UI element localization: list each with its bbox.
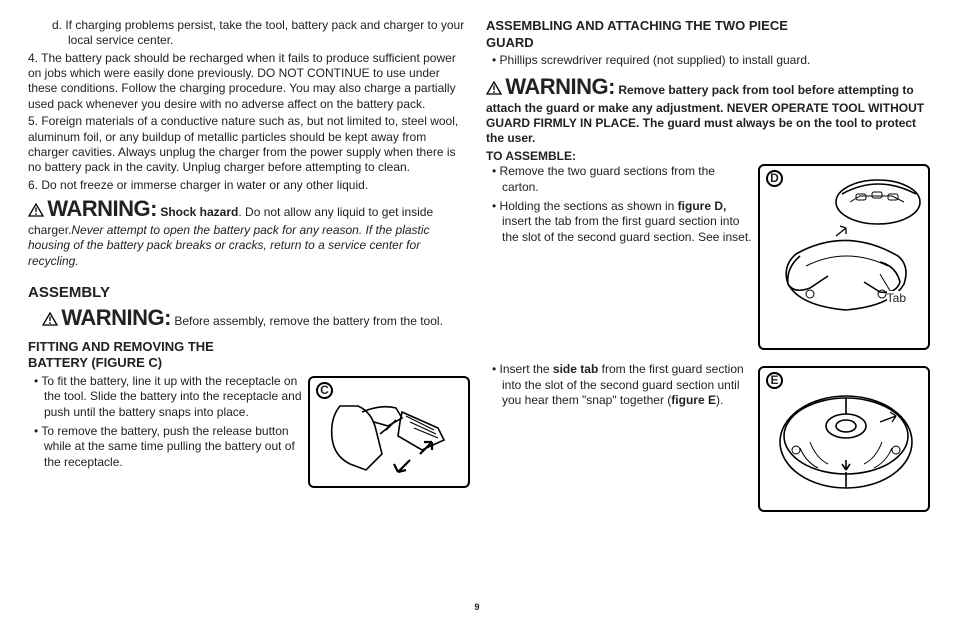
- guard-req-bullet: Phillips screwdriver required (not suppl…: [486, 53, 930, 68]
- asm-b2-post: insert the tab from the first guard sect…: [502, 214, 752, 243]
- warning-word: WARNING:: [47, 196, 157, 221]
- page-number: 9: [474, 602, 479, 614]
- to-assemble-heading: TO ASSEMBLE:: [486, 149, 930, 164]
- asm-b3-post: ).: [716, 393, 723, 407]
- asm-b2-pre: Holding the sections as shown in: [500, 199, 678, 213]
- assembly-heading: ASSEMBLY: [28, 283, 470, 302]
- figure-c-illustration: [310, 378, 472, 490]
- asm-b2-bold: figure D,: [678, 199, 727, 213]
- item-d: d. If charging problems persist, take th…: [28, 18, 470, 49]
- figure-d-illustration: [760, 166, 932, 352]
- para-4: 4. The battery pack should be recharged …: [28, 51, 470, 112]
- figure-e-wrap: E: [758, 366, 930, 512]
- assemble-bullet-1: Remove the two guard sections from the c…: [486, 164, 752, 195]
- warning-shock: WARNING: Shock hazard. Do not allow any …: [28, 195, 470, 269]
- guard-heading-l1: ASSEMBLING AND ATTACHING THE TWO PIECE: [486, 18, 788, 33]
- fitting-heading: FITTING AND REMOVING THE BATTERY (FIGURE…: [28, 339, 470, 372]
- guard-heading-l2: GUARD: [486, 35, 534, 50]
- fitting-heading-l1: FITTING AND REMOVING THE: [28, 339, 214, 354]
- guard-req-list: Phillips screwdriver required (not suppl…: [486, 53, 930, 68]
- figure-d: D: [758, 164, 930, 350]
- warning-shock-bold: Shock hazard: [157, 205, 238, 219]
- figure-c: C: [308, 376, 470, 488]
- warning-triangle-icon: [486, 81, 502, 95]
- assemble-bullet-2: Holding the sections as shown in figure …: [486, 199, 752, 245]
- assemble-bullet-3: Insert the side tab from the first guard…: [486, 362, 752, 408]
- figure-e-illustration: [760, 368, 932, 514]
- warning-assembly: WARNING: Before assembly, remove the bat…: [28, 304, 470, 332]
- fitting-heading-l2: BATTERY (FIGURE C): [28, 355, 162, 370]
- figure-c-label: C: [316, 382, 333, 399]
- warning-triangle-icon: [28, 203, 44, 217]
- warning-guard: WARNING: Remove battery pack from tool b…: [486, 73, 930, 147]
- warning-word: WARNING:: [505, 74, 615, 99]
- warning-word: WARNING:: [61, 305, 171, 330]
- warning-shock-italic: Never attempt to open the battery pack f…: [28, 223, 430, 268]
- warning-triangle-icon: [42, 312, 58, 326]
- right-column: ASSEMBLING AND ATTACHING THE TWO PIECE G…: [486, 18, 930, 606]
- tab-label: Tab: [887, 291, 906, 306]
- assemble-list-top: Remove the two guard sections from the c…: [486, 164, 752, 245]
- warning-assembly-rest: Before assembly, remove the battery from…: [171, 314, 443, 328]
- figure-e: E: [758, 366, 930, 512]
- guard-heading: ASSEMBLING AND ATTACHING THE TWO PIECE G…: [486, 18, 930, 51]
- para-5: 5. Foreign materials of a conductive nat…: [28, 114, 470, 175]
- asm-b3-bold2: figure E: [671, 393, 716, 407]
- asm-b3-bold1: side tab: [553, 362, 598, 376]
- assemble-list-bottom: Insert the side tab from the first guard…: [486, 362, 752, 408]
- para-6: 6. Do not freeze or immerse charger in w…: [28, 178, 470, 193]
- figure-d-wrap: D: [758, 164, 930, 350]
- asm-b3-pre: Insert the: [500, 362, 553, 376]
- figure-c-wrap: C: [308, 376, 470, 488]
- left-column: d. If charging problems persist, take th…: [28, 18, 470, 606]
